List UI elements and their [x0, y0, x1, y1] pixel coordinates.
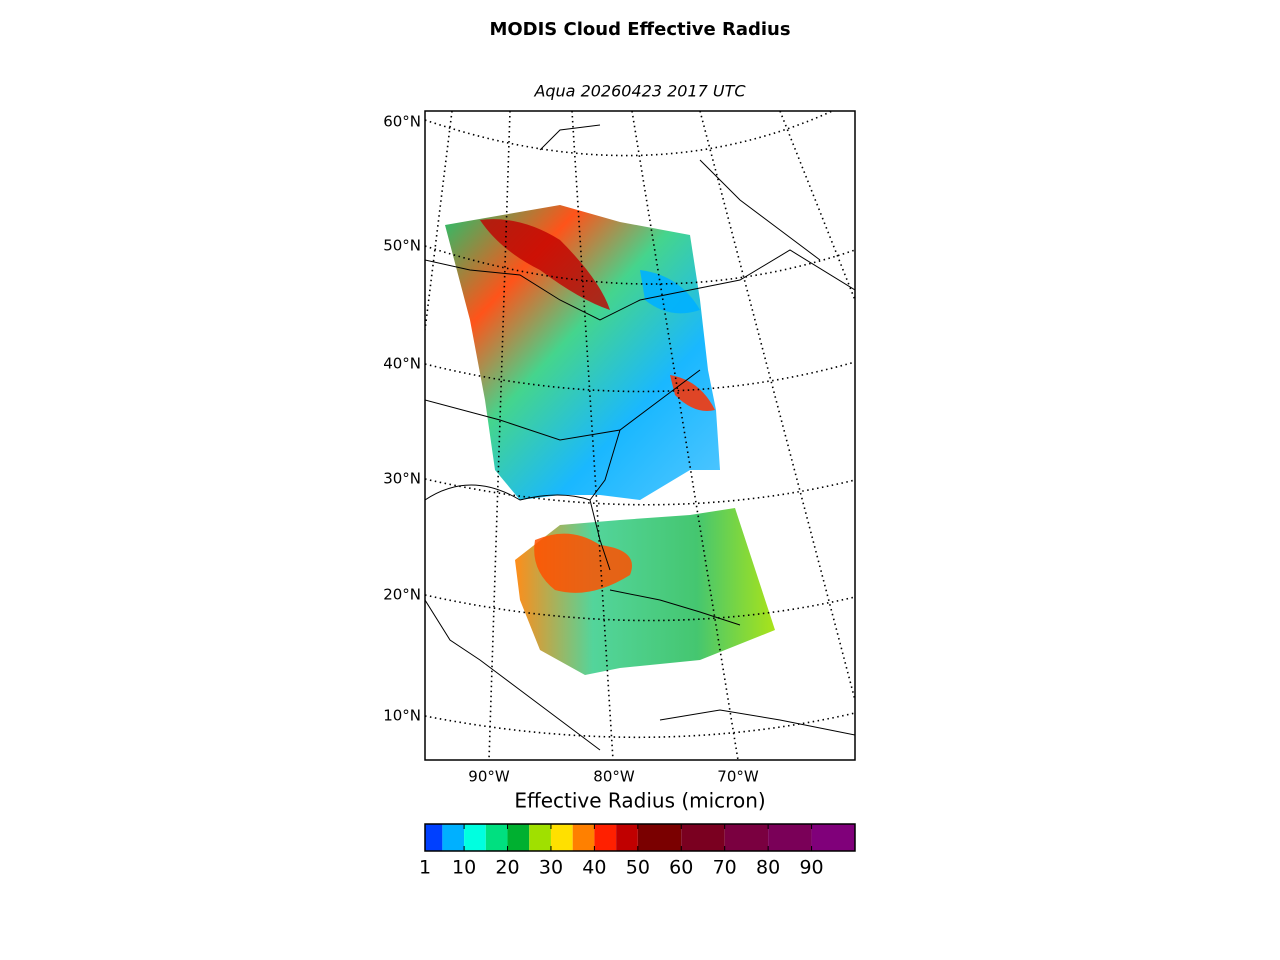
colorbar-tick-label: 1 [419, 857, 431, 879]
colorbar-label: Effective Radius (micron) [514, 789, 765, 813]
parallel [425, 111, 835, 157]
lat-label: 40°N [383, 355, 421, 373]
parallel [425, 712, 855, 739]
cloud-patch [534, 533, 632, 593]
colorbar-tick-label: 90 [799, 857, 823, 879]
parallel [425, 594, 855, 622]
lat-label: 20°N [383, 586, 421, 604]
map-body [425, 111, 855, 760]
subtitle: Aqua 20260423 2017 UTC [533, 82, 746, 101]
colorbar-tick-label: 40 [582, 857, 606, 879]
colorbar-segment [768, 824, 812, 851]
colorbar-segment [572, 824, 595, 851]
lon-label: 90°W [468, 768, 510, 786]
colorbar-segment [464, 824, 486, 851]
cloud-patch [640, 270, 700, 314]
colorbar-segment [529, 824, 551, 851]
colorbar-segment [594, 824, 617, 851]
colorbar-tick-label: 10 [452, 857, 476, 879]
colorbar-segment [425, 824, 443, 851]
colorbar-segment [681, 824, 725, 851]
coastline [425, 124, 855, 751]
colorbar-tick-label: 70 [713, 857, 737, 879]
colorbar-tick-label: 50 [626, 857, 650, 879]
meridian [488, 111, 511, 760]
colorbar-segment [485, 824, 508, 851]
title: MODIS Cloud Effective Radius [489, 19, 790, 40]
colorbar-frame [424, 823, 856, 852]
meridian [571, 111, 614, 760]
colorbar-segment [811, 824, 855, 851]
colorbar-tick-label: 80 [756, 857, 780, 879]
lat-label: 50°N [383, 237, 421, 255]
meridian [425, 111, 453, 331]
cloud-patch [480, 219, 610, 310]
lon-label: 70°W [717, 768, 759, 786]
swath-south [515, 508, 775, 675]
lat-label: 60°N [383, 113, 421, 131]
swath-north [445, 205, 720, 500]
colorbar-segment [550, 824, 573, 851]
colorbar-tick-label: 30 [539, 857, 563, 879]
colorbar-tick-label: 20 [495, 857, 519, 879]
colorbar-segment [616, 824, 638, 851]
lon-label: 80°W [593, 768, 635, 786]
colorbar-segment [507, 824, 530, 851]
map-frame [424, 110, 856, 761]
colorbar-segment [637, 824, 682, 851]
parallel [425, 478, 855, 506]
lat-label: 10°N [383, 707, 421, 725]
meridian [779, 111, 855, 301]
colorbar-segment [724, 824, 769, 851]
lat-label: 30°N [383, 470, 421, 488]
colorbar-segment [442, 824, 465, 851]
colorbar-tick-label: 60 [669, 857, 693, 879]
